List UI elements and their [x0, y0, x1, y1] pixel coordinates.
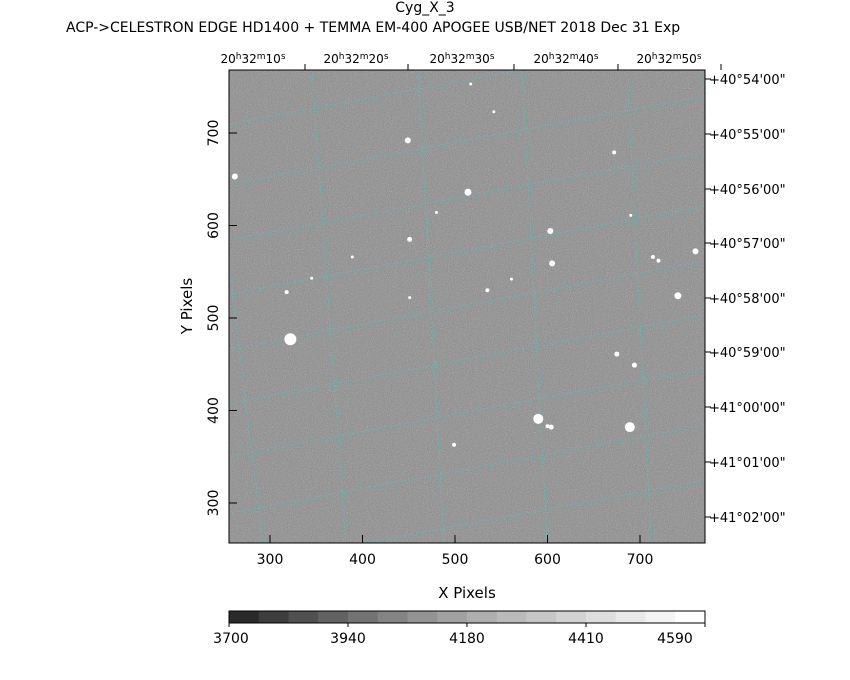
x-tick-label: 600	[534, 552, 561, 568]
star	[350, 255, 354, 259]
colorbar-label: 4410	[568, 631, 604, 647]
star	[485, 288, 490, 293]
star	[624, 422, 635, 433]
dec-grid-line	[229, 151, 705, 241]
ra-grid-line	[699, 70, 705, 96]
star	[284, 333, 297, 346]
dec-tick-label: +41°00'00"	[709, 401, 786, 416]
y-axis-label: Y Pixels	[178, 278, 196, 336]
axis-ticks: 300 400 500 600 700 300 400 500 600 700 20h32m10s 2…	[206, 52, 786, 568]
x-tick-label: 400	[349, 552, 376, 568]
colorbar-segment	[377, 611, 408, 623]
dec-tick-label: +41°02'00"	[709, 511, 786, 526]
y-tick-label: 300	[206, 490, 222, 517]
dec-grid-line	[229, 205, 705, 295]
sky-noise	[229, 70, 705, 543]
star	[549, 260, 556, 267]
ra-grid-line	[521, 70, 548, 543]
star	[310, 276, 314, 280]
colorbar-segment	[586, 611, 617, 623]
star	[492, 110, 496, 114]
y-tick-label: 400	[206, 397, 222, 424]
y-tick-label: 600	[206, 212, 222, 239]
dec-tick-label: +40°58'00"	[709, 292, 786, 307]
star	[452, 442, 457, 447]
star	[656, 258, 661, 263]
x-axis-label: X Pixels	[438, 584, 496, 602]
colorbar-segment	[467, 611, 498, 623]
colorbar-segment	[496, 611, 527, 623]
star	[547, 228, 554, 235]
ra-grid-line	[417, 70, 445, 543]
star	[469, 82, 473, 86]
wcs-grid	[229, 70, 705, 543]
colorbar-segment	[407, 611, 438, 623]
colorbar-segment	[318, 611, 349, 623]
star	[284, 290, 289, 295]
star	[629, 213, 633, 217]
colorbar-segment	[645, 611, 676, 623]
dec-tick-label: +40°54'00"	[709, 73, 786, 88]
star-field	[231, 82, 699, 447]
ra-tick-label: 20h32m40s	[533, 52, 598, 66]
star	[408, 296, 412, 300]
star	[612, 150, 617, 155]
star	[231, 173, 238, 180]
colorbar-label: 3700	[213, 631, 249, 647]
colorbar-label: 4590	[657, 631, 693, 647]
star	[692, 248, 699, 255]
colorbar-segment	[615, 611, 646, 623]
colorbar-segment	[229, 611, 260, 623]
ra-tick-label: 20h32m10s	[220, 52, 285, 66]
colorbar-segment	[675, 611, 706, 623]
dec-grid-line	[229, 260, 705, 350]
colorbar-segment	[348, 611, 379, 623]
star	[404, 137, 411, 144]
star	[509, 277, 513, 281]
star	[545, 424, 550, 429]
dec-tick-label: +40°59'00"	[709, 346, 786, 361]
image-title: Cyg_X_3	[395, 0, 455, 16]
star	[614, 351, 620, 357]
star	[674, 292, 682, 300]
colorbar-segment	[258, 611, 289, 623]
y-tick-label: 500	[206, 305, 222, 332]
dec-grid-line	[229, 424, 705, 514]
ra-tick-label: 20h32m20s	[323, 52, 388, 66]
dec-grid-line	[229, 314, 705, 404]
ra-tick-label: 20h32m30s	[429, 52, 494, 66]
colorbar-label: 4180	[449, 631, 485, 647]
colorbar-label: 3940	[330, 631, 366, 647]
colorbar-segment	[526, 611, 557, 623]
image-frame	[228, 69, 706, 544]
star	[464, 188, 472, 196]
dec-grid-line	[229, 95, 705, 185]
star	[435, 211, 438, 215]
dec-tick-label: +40°55'00"	[709, 128, 786, 143]
x-tick-label: 300	[257, 552, 284, 568]
colorbar: 3700 3940 4180 4410 4590	[213, 610, 706, 647]
ra-grid-line	[311, 70, 347, 543]
image-subtitle: ACP->CELESTRON EDGE HD1400 + TEMMA EM-40…	[66, 20, 681, 36]
y-tick-label: 700	[206, 120, 222, 147]
dec-tick-label: +40°56'00"	[709, 183, 786, 198]
colorbar-segment	[556, 611, 587, 623]
ra-grid-line	[626, 70, 652, 543]
star	[533, 413, 544, 424]
star	[407, 236, 413, 242]
colorbar-segment	[437, 611, 468, 623]
x-tick-label: 700	[627, 552, 654, 568]
dec-grid-line	[229, 367, 705, 457]
star	[650, 254, 655, 259]
dec-tick-label: +41°01'00"	[709, 456, 786, 471]
x-tick-label: 500	[442, 552, 469, 568]
dec-grid-line	[361, 479, 705, 543]
colorbar-segment	[288, 611, 319, 623]
dec-tick-label: +40°57'00"	[709, 237, 786, 252]
star	[548, 424, 554, 430]
star	[631, 362, 637, 368]
sky-image	[229, 70, 705, 543]
ra-tick-label: 20h32m50s	[636, 52, 701, 66]
